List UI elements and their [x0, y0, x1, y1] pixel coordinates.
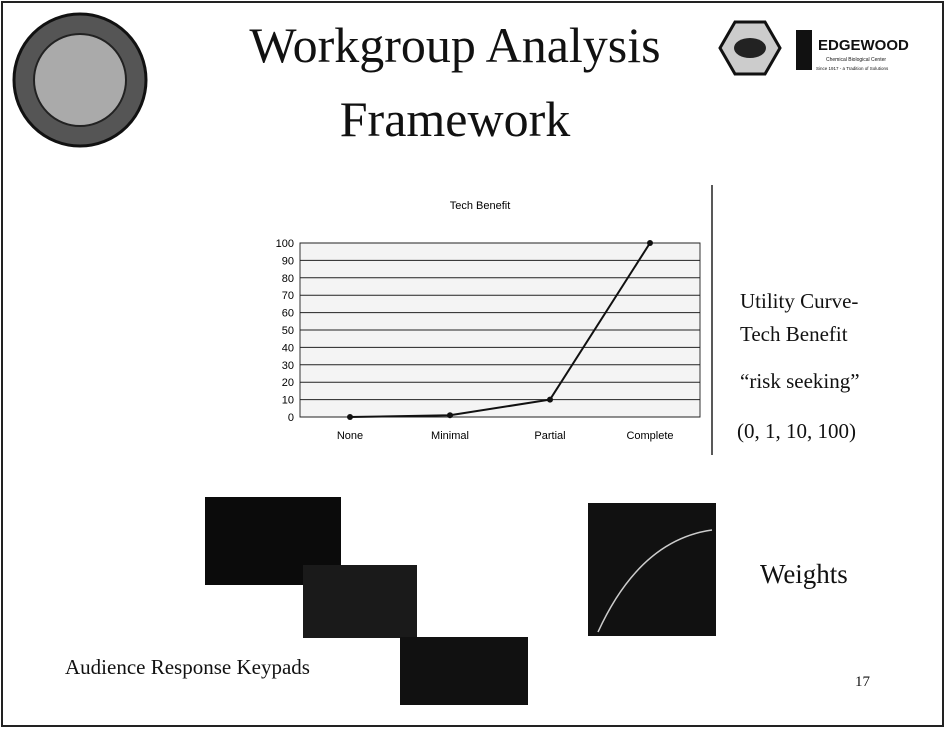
logo-name: EDGEWOOD [818, 37, 909, 54]
keypad-photo [400, 637, 528, 705]
y-tick-label: 0 [288, 412, 294, 424]
x-tick-label: Complete [626, 430, 673, 442]
chart-title: Tech Benefit [450, 200, 511, 212]
y-tick-label: 70 [282, 290, 294, 302]
weights-curve [597, 529, 713, 633]
x-tick-label: Minimal [431, 430, 469, 442]
side-text: Utility Curve- [740, 289, 858, 313]
y-tick-label: 60 [282, 308, 294, 320]
chart: Tech Benefit 0 10 20 30 40 50 60 70 80 90 100 None Mi… [276, 200, 701, 442]
data-point [347, 414, 353, 420]
side-text: “risk seeking” [740, 369, 860, 393]
slide-title: Framework [340, 91, 571, 147]
side-text: Tech Benefit [740, 322, 848, 346]
page-number: 17 [855, 674, 871, 690]
seal-inner [33, 33, 127, 127]
slide-title: Workgroup Analysis [249, 17, 660, 73]
hex-logo-center [734, 38, 766, 58]
logo-motto: Since 1917 - a Tradition of Solutions [816, 66, 889, 71]
x-tick-label: None [337, 430, 363, 442]
weights-photo [588, 503, 716, 636]
data-point [547, 396, 553, 403]
side-text: (0, 1, 10, 100) [737, 419, 856, 443]
y-tick-label: 50 [282, 325, 294, 337]
logo-subtitle: Chemical Biological Center [826, 57, 886, 63]
y-tick-label: 100 [276, 238, 294, 250]
caption: Audience Response Keypads [65, 655, 310, 679]
data-point [647, 240, 653, 246]
x-tick-label: Partial [534, 430, 565, 442]
keypad-photo [303, 565, 417, 638]
y-tick-label: 40 [282, 342, 294, 354]
data-line [349, 242, 651, 418]
data-point [447, 412, 453, 419]
y-tick-label: 90 [282, 255, 294, 267]
weights-label: Weights [760, 559, 848, 589]
edgewood-icon [796, 30, 812, 70]
y-tick-label: 20 [282, 377, 294, 389]
y-tick-label: 30 [282, 360, 294, 372]
y-tick-label: 10 [282, 395, 294, 407]
y-tick-label: 80 [282, 273, 294, 285]
